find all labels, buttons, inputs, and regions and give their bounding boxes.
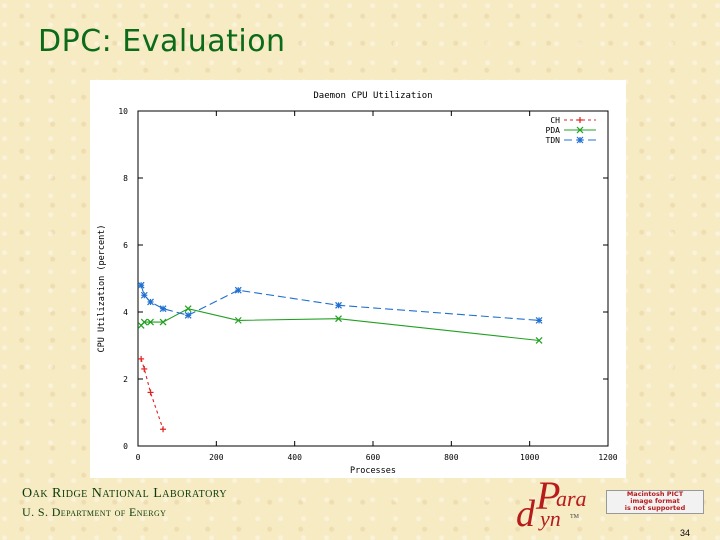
data-point-tdn [140, 291, 148, 299]
data-point-pda [159, 318, 167, 326]
data-point-ch [147, 389, 154, 396]
x-tick-label: 1200 [598, 453, 617, 462]
legend-label-ch: CH [550, 116, 560, 125]
x-tick-label: 1000 [520, 453, 539, 462]
chart-panel: Daemon CPU Utilization 0 200 400 600 800 1000 1… [90, 80, 626, 478]
data-point-tdn [335, 301, 342, 309]
y-tick-label: 6 [123, 241, 128, 250]
logo-letter-p: P [536, 473, 561, 518]
data-point-pda [184, 305, 192, 313]
x-tick-label: 200 [209, 453, 224, 462]
y-tick-label: 4 [123, 308, 128, 317]
legend-marker-tdn [576, 136, 584, 144]
logo-trademark: TM [570, 514, 579, 520]
logo-letter-d: d [516, 493, 535, 535]
footer-department: U. S. Department of Energy [22, 505, 167, 519]
y-tick-label: 0 [123, 442, 128, 451]
logo-text-yn: yn [540, 506, 561, 531]
page-number: 34 [680, 528, 691, 538]
series-line-ch [140, 358, 164, 430]
x-tick-label: 600 [366, 453, 381, 462]
data-point-pda [234, 316, 242, 324]
data-point-tdn [147, 298, 154, 306]
series-line-tdn [140, 285, 540, 321]
line-chart: Daemon CPU Utilization 0 200 400 600 800 1000 1… [97, 91, 618, 476]
legend-label-pda: PDA [546, 126, 561, 135]
legend-marker-pda [576, 126, 584, 134]
pict-line-2: image format [630, 497, 680, 505]
data-point-ch [160, 426, 167, 433]
x-tick-label: 800 [444, 453, 459, 462]
y-tick-label: 8 [123, 174, 128, 183]
plot-frame [137, 110, 609, 447]
legend-label-tdn: TDN [546, 136, 561, 145]
data-point-ch [141, 365, 148, 372]
logo-text-ara: ara [556, 486, 587, 511]
data-point-tdn [137, 281, 145, 289]
paradyn-logo: P ara d yn TM [514, 473, 604, 535]
x-tick-label: 400 [287, 453, 302, 462]
y-tick-label: 2 [123, 375, 128, 384]
data-point-pda [140, 318, 148, 326]
data-point-tdn [184, 311, 192, 319]
data-point-pda [535, 337, 543, 344]
x-tick-label: 0 [136, 453, 141, 462]
data-point-tdn [159, 305, 167, 313]
y-axis-label: CPU Utilization (percent) [97, 225, 107, 353]
legend-marker-ch [577, 117, 583, 123]
slide-title: DPC: Evaluation [38, 24, 286, 59]
data-point-pda [335, 315, 342, 323]
data-point-ch [138, 355, 145, 362]
data-point-tdn [535, 316, 543, 324]
y-tick-label: 10 [118, 107, 128, 116]
unsupported-image-placeholder: Macintosh PICT image format is not suppo… [606, 490, 704, 514]
footer-organization: Oak Ridge National Laboratory [22, 486, 228, 501]
pict-line-3: is not supported [624, 504, 686, 512]
data-point-tdn [234, 286, 242, 294]
series-line-pda [140, 308, 540, 342]
pict-line-1: Macintosh PICT [626, 490, 684, 498]
data-point-pda [147, 318, 154, 326]
chart-title: Daemon CPU Utilization [313, 91, 432, 101]
x-axis-label: Processes [350, 466, 396, 476]
